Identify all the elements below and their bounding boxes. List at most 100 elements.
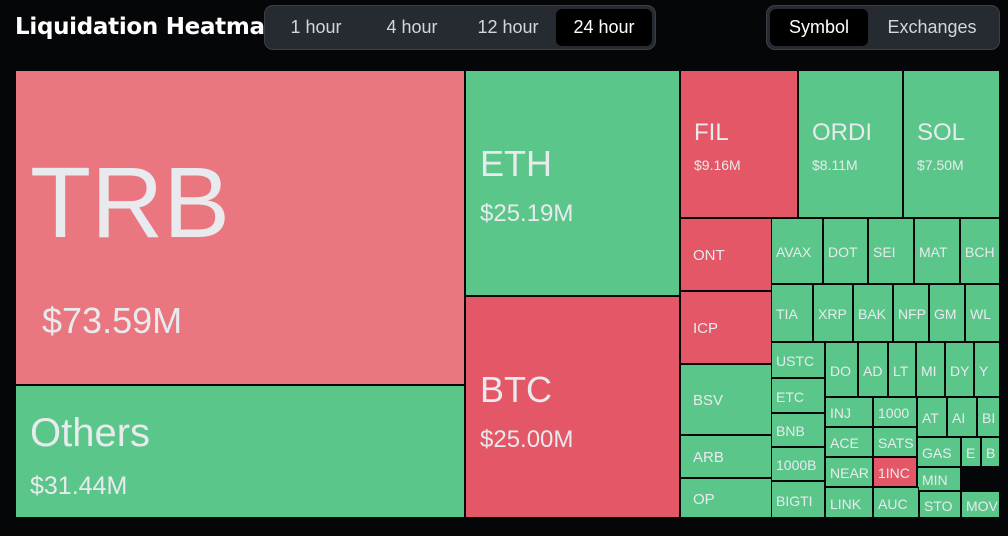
tile-symbol: ICP <box>693 320 719 337</box>
tile-bch[interactable]: BCH <box>960 218 1000 284</box>
tile-symbol: B <box>986 445 996 461</box>
tile-dy[interactable]: DY <box>945 342 974 397</box>
tile-1000b[interactable]: 1000B <box>771 447 825 481</box>
tile-1000[interactable]: 1000 <box>873 397 917 427</box>
tile-mat[interactable]: MAT <box>914 218 960 284</box>
tile-icp[interactable]: ICP <box>680 291 772 364</box>
tile-symbol: INJ <box>830 405 851 421</box>
tile-fil[interactable]: FIL $9.16M <box>680 70 798 218</box>
tile-symbol: Others <box>30 411 151 455</box>
tile-sol[interactable]: SOL $7.50M <box>903 70 1000 218</box>
tile-at[interactable]: AT <box>917 397 947 437</box>
tile-sei[interactable]: SEI <box>868 218 914 284</box>
tile-symbol: AI <box>952 410 966 426</box>
tile-trb[interactable]: TRB $73.59M <box>15 70 465 385</box>
tile-lt[interactable]: LT <box>888 342 916 397</box>
tile-symbol: STO <box>924 498 953 514</box>
range-24-hour-button[interactable]: 24 hour <box>556 9 652 46</box>
tile-bi[interactable]: BI <box>977 397 1000 437</box>
tile-mi[interactable]: MI <box>916 342 945 397</box>
tile-symbol: BSV <box>693 392 724 409</box>
tile-symbol: AD <box>863 363 883 379</box>
tile-symbol: SOL <box>917 119 966 146</box>
tile-bak[interactable]: BAK <box>853 284 893 342</box>
tile-symbol: ACE <box>830 435 859 451</box>
tile-link[interactable]: LINK <box>825 487 873 518</box>
tile-1inc[interactable]: 1INC <box>873 457 917 487</box>
tile-ordi[interactable]: ORDI $8.11M <box>798 70 903 218</box>
tile-etc[interactable]: ETC <box>771 378 825 413</box>
tile-symbol: TIA <box>776 306 798 322</box>
tile-b[interactable]: B <box>981 437 1000 467</box>
range-4-hour-button[interactable]: 4 hour <box>386 17 438 37</box>
tile-symbol: XRP <box>818 306 847 322</box>
range-1-hour-button[interactable]: 1 hour <box>290 17 342 37</box>
view-exchanges-button[interactable]: Exchanges <box>887 17 977 37</box>
tile-dot[interactable]: DOT <box>823 218 868 284</box>
tile-symbol: 1000 <box>878 405 910 421</box>
tile-value: $73.59M <box>42 300 183 341</box>
tile-avax[interactable]: AVAX <box>771 218 823 284</box>
tile-ace[interactable]: ACE <box>825 427 873 457</box>
tile-op[interactable]: OP <box>680 478 772 518</box>
tile-value: $7.50M <box>917 157 964 173</box>
tile-do[interactable]: DO <box>825 342 858 397</box>
tile-sto[interactable]: STO <box>919 491 961 518</box>
tile-symbol: MOV <box>966 498 998 514</box>
tile-y[interactable]: Y <box>974 342 1000 397</box>
tile-sats[interactable]: SATS <box>873 427 917 457</box>
tile-e[interactable]: E <box>961 437 981 467</box>
tile-symbol: BIGTI <box>776 493 813 509</box>
tile-symbol: ARB <box>693 449 724 466</box>
tile-inj[interactable]: INJ <box>825 397 873 427</box>
liquidation-heatmap: TRB $73.59M Others $31.44M ETH $25.19M BTC $25.… <box>15 70 1000 518</box>
view-symbol-button[interactable]: Symbol <box>770 9 868 46</box>
tile-ustc[interactable]: USTC <box>771 342 825 378</box>
tile-tia[interactable]: TIA <box>771 284 813 342</box>
tile-xrp[interactable]: XRP <box>813 284 853 342</box>
tile-symbol: SEI <box>873 244 896 260</box>
range-12-hour-button[interactable]: 12 hour <box>477 17 539 37</box>
tile-ad[interactable]: AD <box>858 342 888 397</box>
tile-value: $25.19M <box>480 200 574 227</box>
tile-symbol: WL <box>970 306 991 322</box>
tile-gas[interactable]: GAS <box>917 437 961 467</box>
tile-gm[interactable]: GM <box>929 284 965 342</box>
tile-symbol: 1INC <box>878 465 910 481</box>
tile-symbol: GAS <box>922 445 952 461</box>
tile-ai[interactable]: AI <box>947 397 977 437</box>
tile-min[interactable]: MIN <box>917 467 961 491</box>
tile-ont[interactable]: ONT <box>680 218 772 291</box>
tile-symbol: AVAX <box>776 244 812 260</box>
tile-symbol: DY <box>950 363 970 379</box>
tile-bsv[interactable]: BSV <box>680 364 772 435</box>
tile-wl[interactable]: WL <box>965 284 1000 342</box>
tile-nfp[interactable]: NFP <box>893 284 929 342</box>
tile-symbol: BCH <box>965 244 995 260</box>
tile-symbol: FIL <box>694 119 729 146</box>
tile-others[interactable]: Others $31.44M <box>15 385 465 518</box>
tile-btc[interactable]: BTC $25.00M <box>465 296 680 518</box>
tile-symbol: DO <box>830 363 851 379</box>
tile-symbol: Y <box>979 363 989 379</box>
tile-symbol: ORDI <box>812 119 872 146</box>
tile-arb[interactable]: ARB <box>680 435 772 478</box>
tile-mov[interactable]: MOV <box>961 491 1000 518</box>
tile-symbol: SATS <box>878 435 914 451</box>
tile-bigti[interactable]: BIGTI <box>771 481 825 518</box>
tile-symbol: MI <box>921 363 937 379</box>
tile-bnb[interactable]: BNB <box>771 413 825 447</box>
view-mode-selector: Symbol Exchanges <box>766 5 1000 50</box>
tile-symbol: DOT <box>828 244 858 260</box>
tile-symbol: ETH <box>480 143 552 184</box>
tile-near[interactable]: NEAR <box>825 457 873 487</box>
tile-symbol: ONT <box>693 247 725 264</box>
tile-eth[interactable]: ETH $25.19M <box>465 70 680 296</box>
tile-symbol: BAK <box>858 306 887 322</box>
tile-symbol: USTC <box>776 353 815 369</box>
tile-symbol: NFP <box>898 306 926 322</box>
tile-value: $8.11M <box>812 157 858 173</box>
tile-auc[interactable]: AUC <box>873 487 919 518</box>
tile-symbol: BNB <box>776 423 805 439</box>
page-title: Liquidation Heatmap <box>15 14 281 40</box>
